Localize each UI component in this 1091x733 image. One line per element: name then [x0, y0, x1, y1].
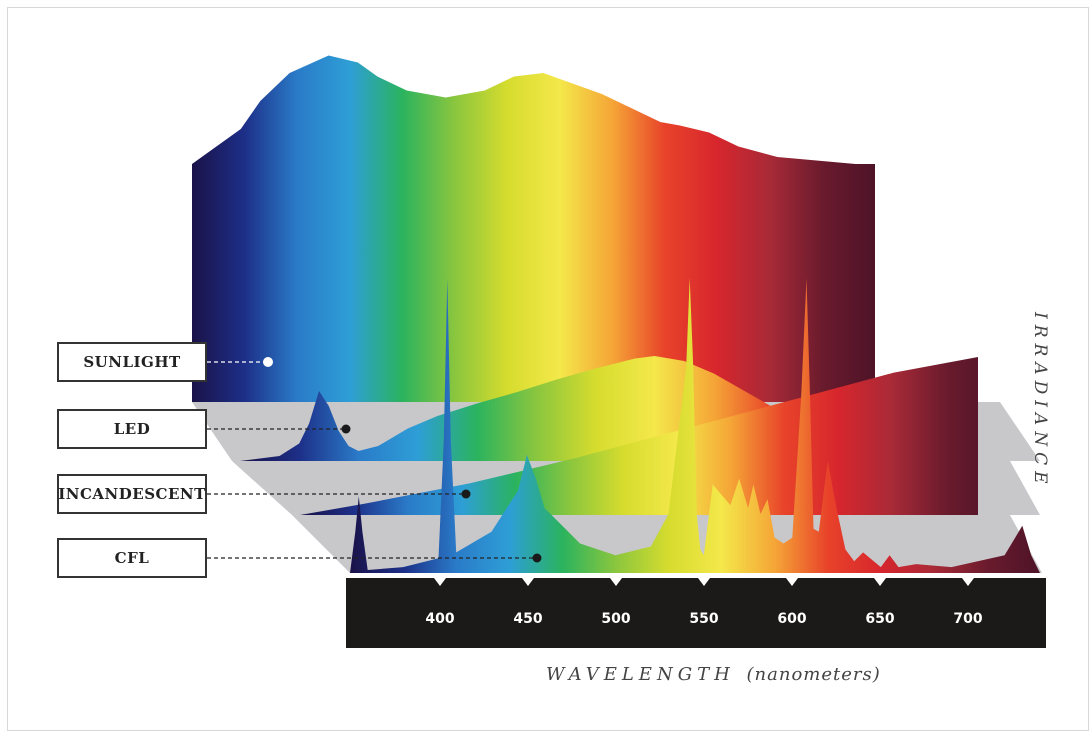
x-tick-mark-400 [434, 578, 446, 586]
x-tick-mark-500 [610, 578, 622, 586]
x-tick-label-450: 450 [513, 611, 542, 627]
legend-label-cfl: CFL [57, 538, 207, 578]
x-tick-label-550: 550 [689, 611, 718, 627]
leader-dot-cfl [532, 553, 542, 563]
legend-label-incandescent: INCANDESCENT [57, 474, 207, 514]
x-tick-label-700: 700 [953, 611, 982, 627]
axis-bar [346, 578, 1046, 648]
x-tick-mark-450 [522, 578, 534, 586]
y-axis-title: IRRADIANCE [1030, 312, 1050, 490]
wavelength-axis: 400 450 500 550 600 650 700 [346, 578, 1046, 648]
x-axis-title-main: WAVELENGTH [546, 664, 735, 685]
leader-dot-incandescent [461, 489, 471, 499]
x-tick-label-400: 400 [425, 611, 454, 627]
label-leaders [207, 357, 542, 563]
x-tick-mark-700 [962, 578, 974, 586]
x-axis-title: WAVELENGTH (nanometers) [546, 664, 881, 685]
spectrum-series [192, 55, 1040, 573]
x-tick-mark-600 [786, 578, 798, 586]
x-tick-mark-650 [874, 578, 886, 586]
series-sunlight-area [192, 55, 875, 402]
x-tick-label-500: 500 [601, 611, 630, 627]
leader-dot-sunlight [263, 357, 273, 367]
x-tick-label-650: 650 [865, 611, 894, 627]
figure-frame [7, 7, 1089, 731]
x-tick-mark-550 [698, 578, 710, 586]
legend-label-sunlight: SUNLIGHT [57, 342, 207, 382]
leader-dot-led [341, 424, 351, 434]
series-cfl-area [350, 278, 1040, 573]
x-axis-title-unit: (nanometers) [746, 664, 881, 685]
legend-label-led: LED [57, 409, 207, 449]
x-tick-label-600: 600 [777, 611, 806, 627]
